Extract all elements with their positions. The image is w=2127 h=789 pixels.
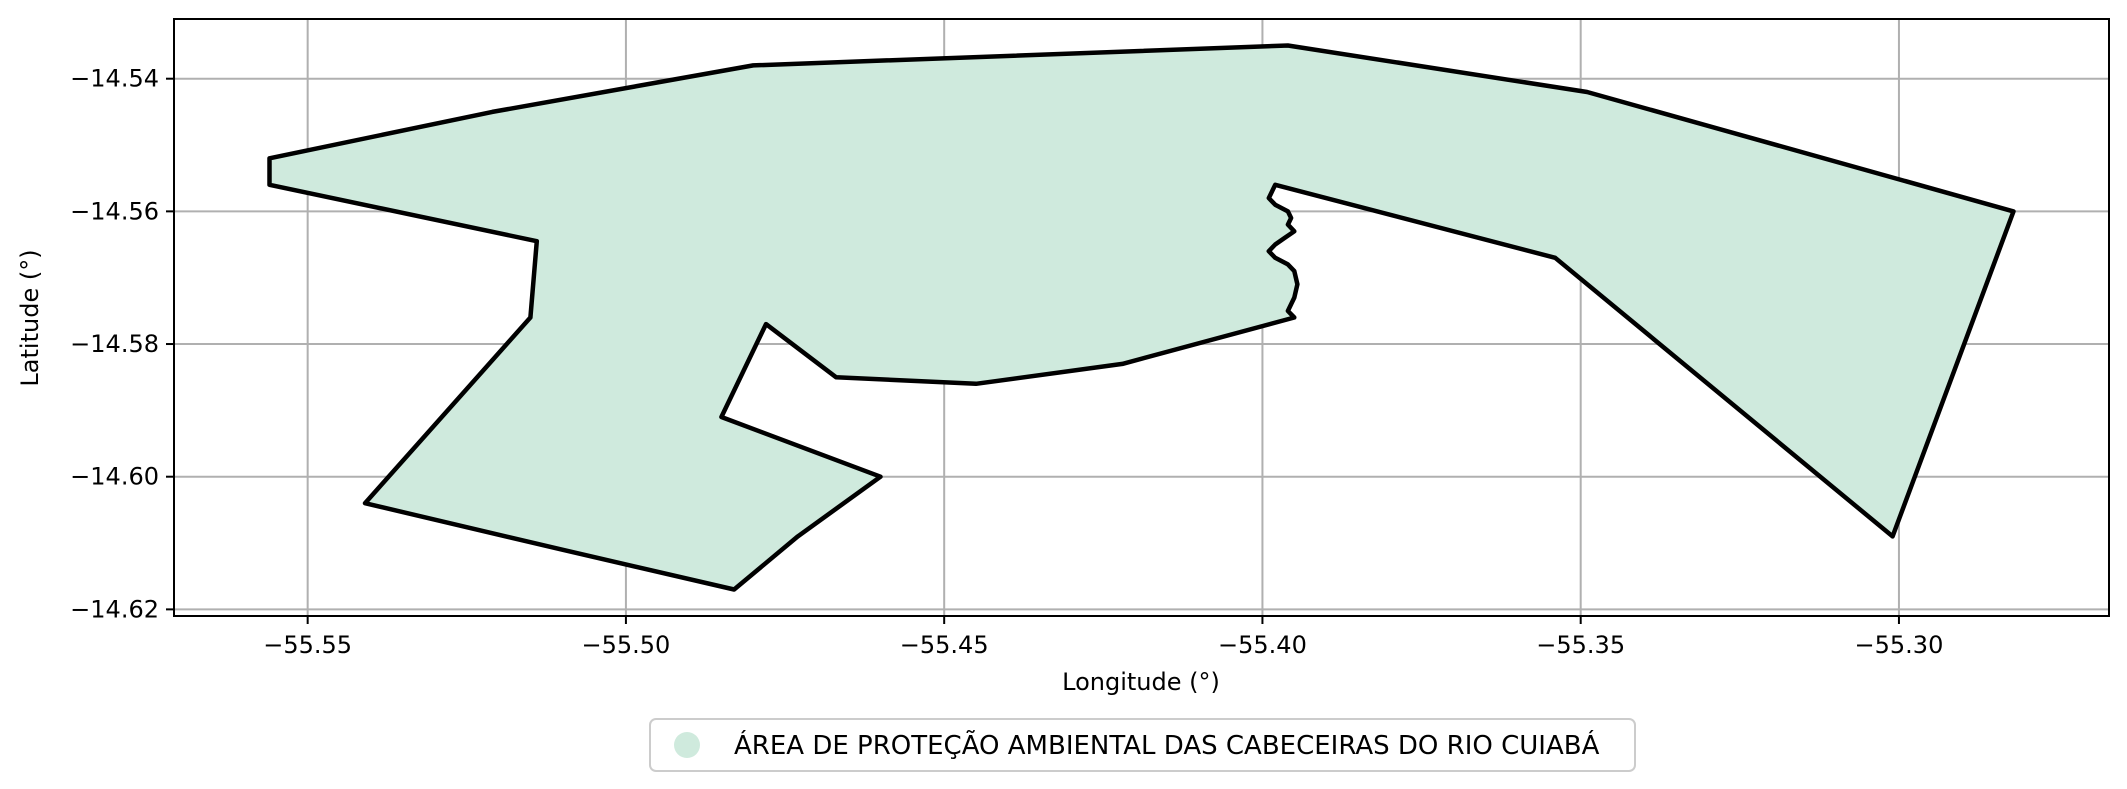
x-tick-label: −55.50 [582, 631, 671, 659]
y-tick-label: −14.54 [70, 65, 159, 93]
y-axis-label: Latitude (°) [16, 249, 44, 386]
y-tick-label: −14.62 [70, 595, 159, 623]
x-tick-label: −55.45 [900, 631, 989, 659]
x-axis-label: Longitude (°) [1062, 668, 1220, 696]
x-tick-label: −55.55 [263, 631, 352, 659]
x-axis: −55.55 −55.50 −55.45 −55.40 −55.35 −55.30 [263, 616, 1943, 659]
legend-label: ÁREA DE PROTEÇÃO AMBIENTAL DAS CABECEIRA… [734, 729, 1600, 761]
legend: ÁREA DE PROTEÇÃO AMBIENTAL DAS CABECEIRA… [649, 718, 1636, 772]
legend-box [649, 718, 1636, 772]
legend-marker [674, 732, 700, 758]
plot-frame [173, 18, 2110, 617]
x-tick-label: −55.40 [1218, 631, 1307, 659]
y-axis: −14.54 −14.56 −14.58 −14.60 −14.62 [70, 65, 174, 623]
y-tick-label: −14.60 [70, 463, 159, 491]
x-tick-label: −55.35 [1536, 631, 1625, 659]
protected-area-polygon [267, 43, 2016, 592]
y-tick-label: −14.56 [70, 197, 159, 225]
x-tick-label: −55.30 [1855, 631, 1944, 659]
y-tick-label: −14.58 [70, 330, 159, 358]
